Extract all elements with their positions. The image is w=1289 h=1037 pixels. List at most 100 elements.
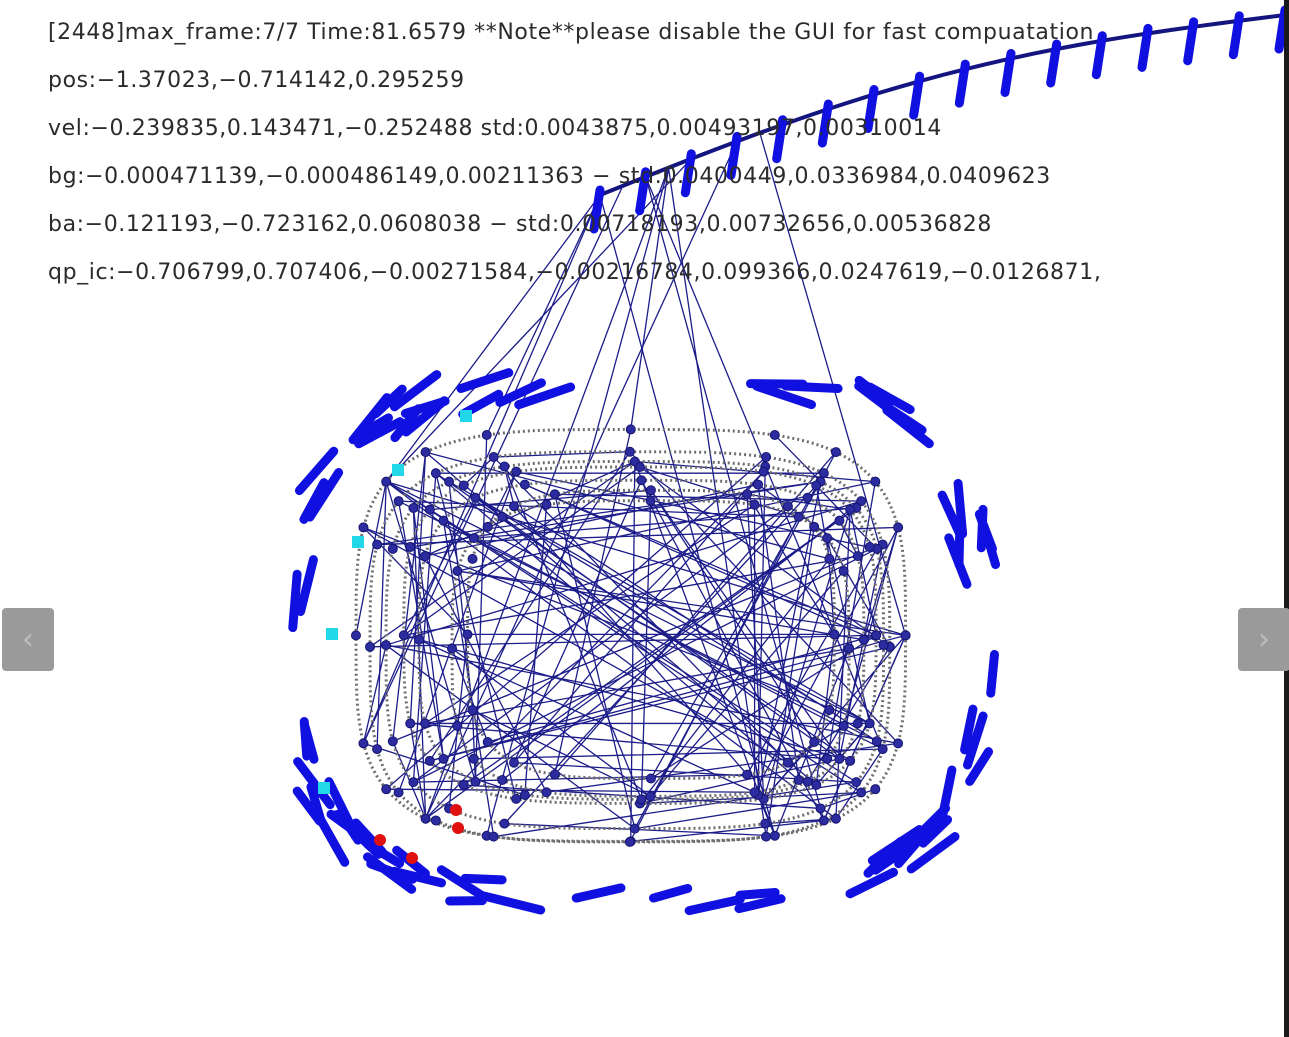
pose-node <box>511 793 522 804</box>
pose-node <box>822 753 833 764</box>
pose-node <box>769 430 780 441</box>
pose-node <box>811 779 822 790</box>
pose-orientation-marker <box>734 894 786 914</box>
pose-node <box>824 553 835 564</box>
hud-accel-bias: ba:−0.121193,−0.723162,0.0608038 − std:0… <box>48 212 992 237</box>
loop-closure-edge <box>471 709 477 782</box>
pose-orientation-marker <box>1183 17 1199 66</box>
pose-orientation-marker <box>478 891 546 915</box>
loop-closure-edge <box>413 505 789 783</box>
pose-node <box>414 634 425 645</box>
loop-closure-edge <box>385 481 857 783</box>
pose-orientation-marker <box>436 865 490 902</box>
loop-closure-edge <box>442 520 495 837</box>
pose-orientation-marker <box>371 384 407 419</box>
pose-node <box>467 704 478 715</box>
pose-orientation-marker <box>772 115 788 164</box>
pose-node <box>845 504 856 515</box>
pose-orientation-marker <box>752 381 816 410</box>
loop-closure-edge <box>385 158 692 483</box>
pose-orientation-marker <box>635 167 651 216</box>
loop-closure-edge <box>403 466 641 636</box>
pose-node <box>760 818 771 829</box>
loop-closure-edge <box>639 758 840 805</box>
pose-node <box>458 779 469 790</box>
loop-closure-edge <box>763 634 907 800</box>
pose-node <box>350 630 361 641</box>
pose-orientation-marker <box>571 883 626 903</box>
current-frame-marker <box>374 834 386 846</box>
loop-closure-edge <box>457 570 864 641</box>
pose-node <box>824 704 835 715</box>
pose-orientation-marker <box>735 887 780 900</box>
pose-orientation-marker <box>906 832 960 874</box>
pose-node <box>822 533 833 544</box>
loop-closure-edge <box>443 520 883 750</box>
pose-orientation-marker <box>294 446 339 496</box>
pose-node <box>870 784 881 795</box>
pose-node <box>856 496 867 507</box>
pose-node <box>482 736 493 747</box>
loop-closure-edge <box>599 194 776 836</box>
pose-orientation-marker <box>781 381 843 394</box>
pose-orientation-marker <box>495 378 546 407</box>
pose-node <box>749 499 760 510</box>
loop-closure-edge <box>429 646 890 762</box>
pose-node <box>398 630 409 641</box>
loop-closure-edge <box>849 509 877 636</box>
pose-node <box>834 753 845 764</box>
loop-closure-edge <box>435 473 517 800</box>
loop-closure-edge <box>429 634 906 762</box>
pose-node <box>519 789 530 800</box>
pose-node <box>372 744 383 755</box>
pose-orientation-marker <box>887 405 927 435</box>
pose-node <box>420 718 431 729</box>
loop-closure-edge <box>546 742 899 793</box>
pose-orientation-marker <box>299 717 312 761</box>
pose-orientation-marker <box>986 649 999 698</box>
loop-closure-edge <box>554 429 632 775</box>
loop-closure-edge <box>640 490 652 800</box>
previous-button[interactable]: ‹ <box>2 608 54 671</box>
pose-node <box>438 515 449 526</box>
loop-closure-edge <box>820 788 876 810</box>
pose-orientation-marker <box>954 59 970 108</box>
loop-closure-edge <box>435 472 800 781</box>
pose-node <box>742 769 753 780</box>
chevron-left-icon: ‹ <box>22 622 34 657</box>
pose-node <box>438 753 449 764</box>
pose-node <box>444 476 455 487</box>
loop-closure-edge <box>667 167 767 837</box>
loop-closure-edge <box>806 646 891 783</box>
pose-node <box>864 718 875 729</box>
loop-closure-edge <box>412 473 437 783</box>
pose-node <box>802 776 813 787</box>
hud-qp-ic: qp_ic:−0.706799,0.707406,−0.00271584,−0.… <box>48 260 1102 285</box>
pose-node <box>468 753 479 764</box>
loop-closure-edge <box>487 471 517 528</box>
pose-node <box>482 521 493 532</box>
pose-node <box>511 466 522 477</box>
pose-orientation-marker <box>817 99 833 148</box>
pose-node <box>430 468 441 479</box>
loop-closure-edge <box>409 723 427 819</box>
pose-node <box>481 430 492 441</box>
pose-orientation-marker <box>314 812 350 867</box>
pose-node <box>424 755 435 766</box>
loop-closure-edge <box>376 481 387 750</box>
pose-node <box>830 447 841 458</box>
loop-closure-edge <box>826 537 891 648</box>
next-button[interactable]: › <box>1238 608 1289 671</box>
loop-closure-edge <box>424 483 759 557</box>
keyframe-marker <box>352 536 364 548</box>
loop-closure-edge <box>774 434 822 483</box>
pose-node <box>877 744 888 755</box>
pose-node <box>458 480 469 491</box>
pose-node <box>900 630 911 641</box>
pose-node <box>830 813 841 824</box>
loop-closure-edge <box>410 722 828 760</box>
pose-node <box>372 539 383 550</box>
loop-closure-edge <box>503 466 643 800</box>
